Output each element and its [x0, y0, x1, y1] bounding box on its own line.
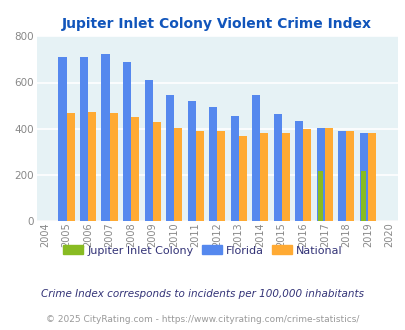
- Bar: [187, 101, 195, 221]
- Bar: [303, 129, 311, 221]
- Bar: [337, 131, 345, 221]
- Bar: [367, 133, 375, 221]
- Bar: [144, 80, 152, 221]
- Text: Crime Index corresponds to incidents per 100,000 inhabitants: Crime Index corresponds to incidents per…: [41, 289, 364, 299]
- Bar: [58, 57, 66, 221]
- Text: © 2025 CityRating.com - https://www.cityrating.com/crime-statistics/: © 2025 CityRating.com - https://www.city…: [46, 315, 359, 324]
- Bar: [230, 116, 238, 221]
- Bar: [273, 115, 281, 221]
- Bar: [88, 112, 96, 221]
- Bar: [318, 171, 322, 221]
- Bar: [174, 128, 182, 221]
- Bar: [360, 171, 365, 221]
- Bar: [131, 117, 139, 221]
- Bar: [152, 122, 160, 221]
- Bar: [281, 133, 289, 221]
- Bar: [260, 133, 268, 221]
- Bar: [324, 128, 332, 221]
- Bar: [294, 121, 303, 221]
- Title: Jupiter Inlet Colony Violent Crime Index: Jupiter Inlet Colony Violent Crime Index: [62, 17, 371, 31]
- Bar: [80, 57, 88, 221]
- Bar: [316, 128, 324, 221]
- Bar: [66, 113, 75, 221]
- Bar: [359, 133, 367, 221]
- Bar: [195, 131, 203, 221]
- Bar: [217, 131, 225, 221]
- Legend: Jupiter Inlet Colony, Florida, National: Jupiter Inlet Colony, Florida, National: [59, 241, 346, 260]
- Bar: [252, 94, 260, 221]
- Bar: [209, 108, 217, 221]
- Bar: [109, 113, 117, 221]
- Bar: [123, 62, 131, 221]
- Bar: [238, 136, 246, 221]
- Bar: [166, 95, 174, 221]
- Bar: [345, 131, 354, 221]
- Bar: [101, 53, 109, 221]
